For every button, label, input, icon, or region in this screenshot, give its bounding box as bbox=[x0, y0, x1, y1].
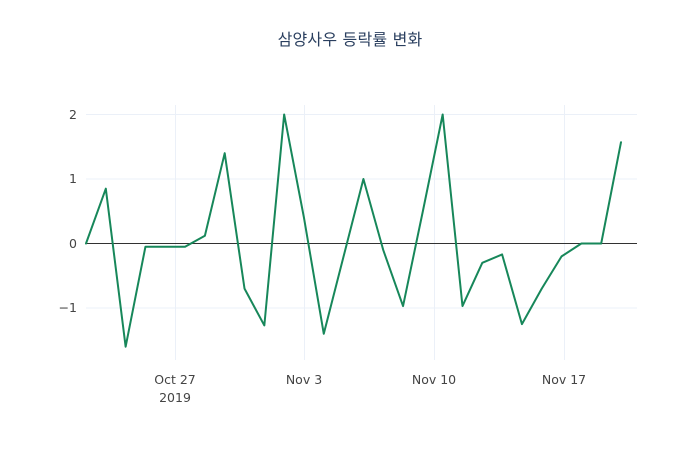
data-series-line bbox=[85, 113, 622, 348]
x-tick-nov-3: Nov 3 bbox=[286, 372, 322, 387]
x-tick-oct-27: Oct 27 bbox=[154, 372, 196, 387]
chart-title: 삼양사우 등락률 변화 bbox=[277, 30, 423, 49]
x-gridlines bbox=[175, 105, 565, 360]
x-tick-labels: Oct 27 2019 Nov 3 Nov 10 Nov 17 bbox=[154, 372, 586, 405]
x-tick-oct-27-year: 2019 bbox=[159, 390, 191, 405]
y-tick-0: 0 bbox=[69, 236, 77, 251]
y-tick-minus-1: −1 bbox=[59, 300, 77, 315]
x-tick-nov-17: Nov 17 bbox=[542, 372, 586, 387]
x-tick-nov-10: Nov 10 bbox=[412, 372, 456, 387]
y-tick-1: 1 bbox=[69, 171, 77, 186]
y-tick-labels: 2 1 0 −1 bbox=[59, 107, 77, 315]
y-tick-2: 2 bbox=[69, 107, 77, 122]
y-gridlines bbox=[86, 114, 637, 309]
